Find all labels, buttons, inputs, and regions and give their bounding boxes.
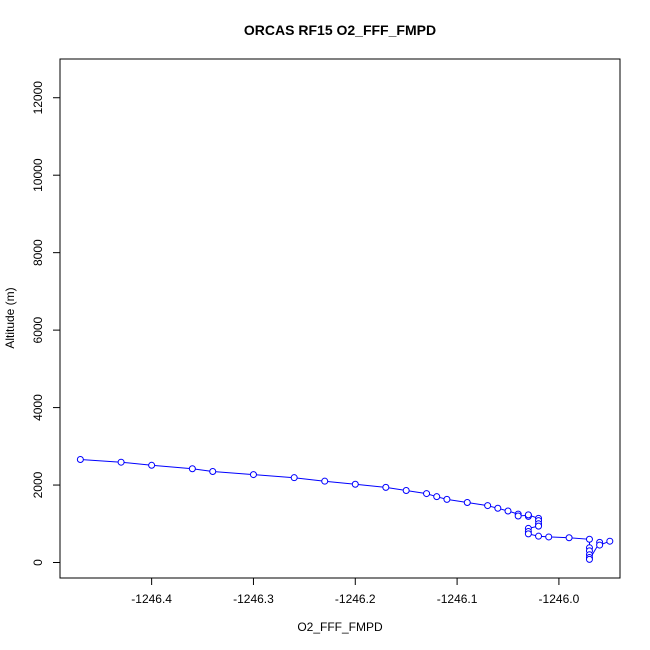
data-point (535, 532, 543, 540)
data-point (463, 498, 471, 506)
x-tick-label: -1246.1 (437, 592, 478, 606)
plot-area-frame (59, 58, 621, 579)
x-axis: -1246.4 -1246.3 -1246.2 -1246.1 -1246.0 (131, 578, 580, 606)
chart-title: ORCAS RF15 O2_FFF_FMPD (244, 22, 436, 38)
data-point (545, 533, 553, 541)
series-line (80, 459, 610, 562)
y-axis: 0 2000 4000 6000 8000 10000 12000 (31, 81, 60, 566)
data-point (351, 480, 359, 488)
data-point (585, 535, 593, 543)
data-point (524, 511, 532, 519)
x-tick-label: -1246.4 (131, 592, 172, 606)
data-point (504, 507, 512, 515)
y-tick-label: 4000 (31, 394, 45, 421)
x-tick-label: -1246.2 (335, 592, 376, 606)
y-tick-label: 10000 (31, 158, 45, 192)
data-point (596, 541, 604, 549)
data-point (382, 483, 390, 491)
x-tick-label: -1246.0 (539, 592, 580, 606)
data-point (535, 522, 543, 530)
y-tick-label: 8000 (31, 239, 45, 266)
data-point (76, 455, 84, 463)
data-point (148, 461, 156, 469)
data-point (494, 504, 502, 512)
y-axis-label: Altitude (m) (3, 287, 17, 348)
data-point (565, 534, 573, 542)
series-layer (76, 455, 614, 563)
data-point (433, 493, 441, 501)
data-point (443, 495, 451, 503)
x-tick-label: -1246.3 (233, 592, 274, 606)
data-point (514, 512, 522, 520)
data-point (249, 471, 257, 479)
data-point (290, 474, 298, 482)
data-point (188, 465, 196, 473)
data-point (423, 490, 431, 498)
data-point (606, 537, 614, 545)
data-point (484, 502, 492, 510)
y-tick-label: 6000 (31, 316, 45, 343)
y-tick-label: 0 (31, 559, 45, 566)
data-point (585, 555, 593, 563)
data-point (209, 467, 217, 475)
data-point (524, 530, 532, 538)
y-tick-label: 2000 (31, 471, 45, 498)
data-point (117, 458, 125, 466)
y-tick-label: 12000 (31, 81, 45, 115)
data-point (321, 477, 329, 485)
x-axis-label: O2_FFF_FMPD (297, 620, 383, 634)
data-point (402, 486, 410, 494)
